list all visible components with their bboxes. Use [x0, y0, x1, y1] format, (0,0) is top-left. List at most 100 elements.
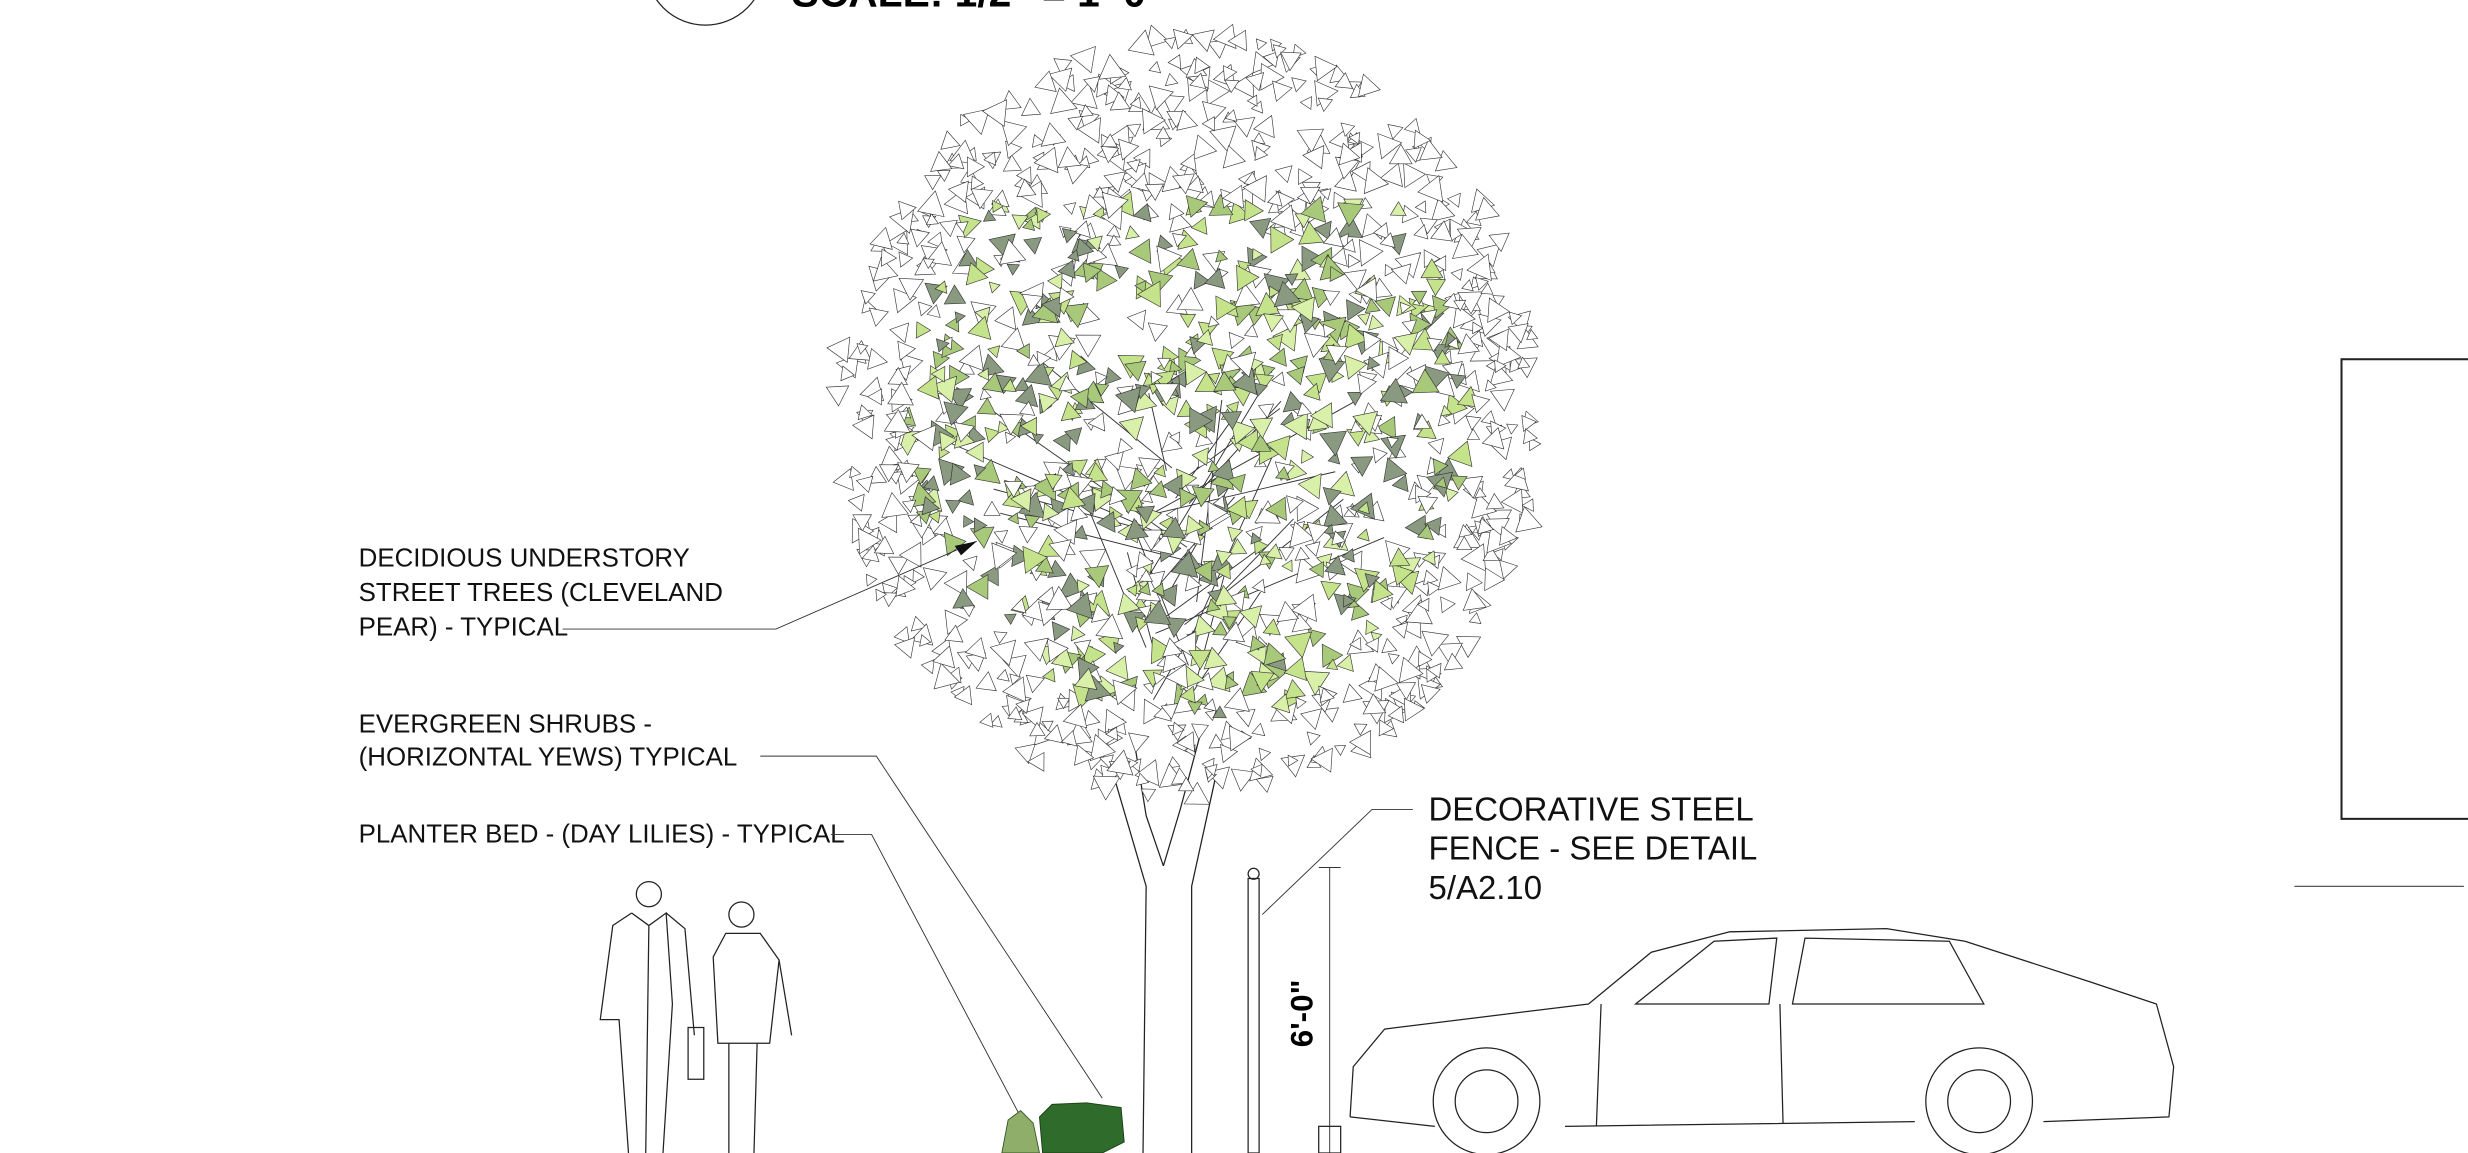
leaf: [1500, 560, 1518, 579]
leaf: [1193, 135, 1216, 159]
person-head: [636, 882, 661, 907]
leaf: [1335, 745, 1346, 755]
leaf: [1285, 680, 1305, 699]
leaf: [1234, 117, 1255, 137]
leaf: [1292, 78, 1306, 92]
leaf: [911, 229, 930, 247]
leaf: [1404, 698, 1424, 721]
leaf: [1149, 62, 1160, 73]
rim: [1455, 1070, 1518, 1133]
leaf: [976, 672, 996, 691]
leaf: [1037, 208, 1051, 223]
leaf: [1343, 684, 1362, 702]
car: [1350, 929, 2174, 1153]
leaf: [1229, 332, 1244, 348]
elevation-drawing: SCALE: 1/2" = 1'-0" DECIDIOUS UNDERSTORY…: [0, 0, 2468, 1153]
leaf: [1216, 296, 1237, 320]
leaf: [1008, 513, 1018, 524]
leaf: [1390, 202, 1406, 216]
leaf: [1307, 732, 1320, 745]
leaf: [1438, 567, 1461, 590]
leaf: [1369, 315, 1384, 330]
leaf: [1245, 200, 1264, 221]
leaf: [1254, 115, 1275, 137]
leaf: [1426, 279, 1445, 296]
leaf: [1237, 709, 1256, 726]
leaf: [913, 570, 924, 583]
leaf: [1270, 348, 1287, 366]
leaf: [1388, 654, 1399, 664]
leaf: [1320, 431, 1347, 456]
leaf: [941, 131, 960, 149]
leaf: [1129, 733, 1149, 752]
leaf: [1127, 124, 1141, 137]
leaf: [1359, 240, 1383, 266]
leaf: [959, 250, 977, 266]
rim: [1948, 1070, 2011, 1133]
leaf: [1071, 626, 1085, 641]
leaf: [848, 494, 864, 511]
people: [600, 882, 791, 1153]
leaf: [833, 469, 853, 491]
leaf: [1119, 417, 1143, 441]
leaf: [1026, 675, 1044, 692]
leaf: [868, 349, 888, 370]
scale-title: SCALE: 1/2" = 1'-0": [792, 0, 1165, 15]
leaf: [1375, 297, 1395, 317]
leaf: [989, 282, 1000, 293]
leaf: [826, 386, 848, 406]
leaf: [1467, 429, 1479, 440]
shrubs-label: EVERGREEN SHRUBS - (HORIZONTAL YEWS) TYP…: [359, 711, 1103, 1099]
leaf: [1164, 37, 1176, 48]
leaf: [1192, 724, 1209, 740]
leaf: [1003, 155, 1021, 171]
leaf: [1364, 168, 1388, 194]
leaf: [958, 490, 973, 505]
leaf: [977, 398, 996, 414]
leaf: [1358, 74, 1380, 96]
dimension-line: [1319, 867, 1341, 1153]
leaf: [1239, 606, 1261, 628]
leaf: [1284, 657, 1306, 680]
leaf: [1129, 239, 1151, 263]
leaf: [946, 500, 961, 513]
leaf: [1077, 580, 1089, 594]
leaf: [1253, 579, 1266, 592]
wheel: [1433, 1048, 1540, 1153]
leaf: [955, 312, 965, 323]
label-line: 5/A2.10: [1429, 869, 1543, 906]
leaf: [1192, 30, 1214, 51]
label-line: STREET TREES (CLEVELAND: [359, 579, 723, 607]
leaf: [953, 589, 975, 608]
leaf: [1105, 368, 1121, 385]
leaf: [1287, 367, 1304, 385]
leaf: [917, 376, 938, 399]
leaf: [1118, 438, 1133, 453]
leaf: [899, 252, 913, 267]
leaf: [1358, 313, 1370, 325]
leaf: [918, 191, 945, 217]
label-line: EVERGREEN SHRUBS -: [359, 711, 652, 739]
leaf: [1127, 310, 1145, 329]
leaf: [983, 100, 1007, 127]
leaf: [995, 307, 1016, 330]
person-head: [729, 902, 754, 927]
fence-label: DECORATIVE STEEL FENCE - SEE DETAIL 5/A2…: [1262, 790, 1757, 914]
leaf: [944, 285, 965, 304]
leaf: [997, 670, 1009, 682]
leaf: [1019, 526, 1037, 543]
leaf: [984, 501, 1000, 515]
leaf: [1272, 372, 1285, 385]
leaf: [1391, 264, 1411, 284]
leaf: [1267, 334, 1283, 350]
lilies: [1002, 1111, 1040, 1153]
leaf: [940, 220, 958, 236]
leaf: [1043, 669, 1055, 682]
leaf: [1058, 147, 1081, 168]
leaf: [1501, 489, 1522, 513]
label-line: DECIDIOUS UNDERSTORY: [359, 544, 690, 572]
label-line: PEAR) - TYPICAL: [359, 613, 568, 641]
leader: [1262, 809, 1413, 914]
leaf: [1180, 314, 1195, 327]
leaf: [1048, 273, 1062, 289]
